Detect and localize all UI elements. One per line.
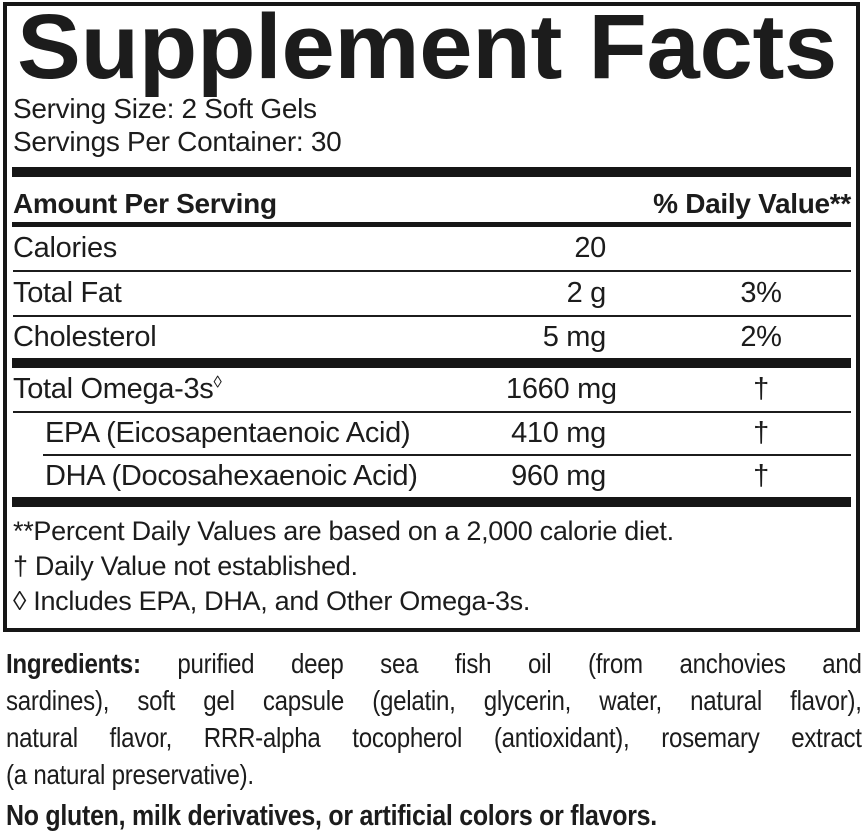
nutrient-dv: † xyxy=(753,460,769,492)
row-divider xyxy=(13,270,851,272)
nutrient-name: EPA (Eicosapentaenoic Acid) xyxy=(45,417,411,449)
servings-per-container: Servings Per Container: 30 xyxy=(13,126,342,157)
nutrient-name: Cholesterol xyxy=(13,321,157,353)
nutrient-name: DHA (Docosahexaenoic Acid) xyxy=(45,460,418,492)
nutrient-rows: Calories 20 Total Fat 2 g 3% Cholesterol… xyxy=(7,227,856,507)
facts-panel: Supplement Facts Serving Size: 2 Soft Ge… xyxy=(3,2,860,632)
nutrient-amount: 410 mg xyxy=(511,417,606,449)
medium-rule-header xyxy=(12,222,851,227)
panel-title-text: Supplement Facts xyxy=(17,6,837,98)
ingredients-line: sardines), soft gel capsule (gelatin, gl… xyxy=(6,685,862,716)
row-divider xyxy=(13,315,851,317)
nutrient-amount: 960 mg xyxy=(511,460,606,492)
nutrient-dv: † xyxy=(753,417,769,449)
thick-rule-omega-section xyxy=(12,358,851,368)
ingredients-line: (a natural preservative). xyxy=(6,759,254,790)
nutrient-dv: 2% xyxy=(740,321,782,353)
footnote-lozenge: ◊ Includes EPA, DHA, and Other Omega-3s. xyxy=(13,586,531,616)
table-row-epa: EPA (Eicosapentaenoic Acid) 410 mg † xyxy=(7,413,856,454)
thick-rule-top xyxy=(12,167,851,177)
nutrient-amount: 1660 mg xyxy=(506,373,617,405)
row-divider xyxy=(13,411,851,413)
table-row-dha: DHA (Docosahexaenoic Acid) 960 mg † xyxy=(7,456,856,497)
table-row-total-fat: Total Fat 2 g 3% xyxy=(7,272,856,315)
footnote-daily-values: **Percent Daily Values are based on a 2,… xyxy=(13,516,674,546)
nutrient-amount: 5 mg xyxy=(542,321,607,353)
ingredients-paragraph: Ingredients: purified deep sea fish oil … xyxy=(6,645,862,793)
nutrient-name-text: Total Omega-3s xyxy=(13,373,214,405)
table-row-cholesterol: Cholesterol 5 mg 2% xyxy=(7,317,856,358)
footnotes: **Percent Daily Values are based on a 2,… xyxy=(13,514,851,619)
ingredients-line: Ingredients: purified deep sea fish oil … xyxy=(6,645,862,682)
column-header-amount: Amount Per Serving xyxy=(13,188,277,219)
nutrient-name: Total Fat xyxy=(13,277,122,309)
nutrient-name: Total Omega-3s◊ xyxy=(7,373,506,406)
table-row-total-omega3: Total Omega-3s◊ 1660 mg † xyxy=(7,368,856,411)
lozenge-footnote-mark: ◊ xyxy=(213,372,222,392)
serving-size: Serving Size: 2 Soft Gels xyxy=(13,93,317,124)
thick-rule-footnotes xyxy=(12,497,851,507)
footnote-dagger: † Daily Value not established. xyxy=(13,551,358,581)
panel-title: Supplement Facts xyxy=(17,6,837,98)
table-row-calories: Calories 20 xyxy=(7,227,856,270)
nutrient-amount: 20 xyxy=(574,232,606,264)
nutrient-amount: 2 g xyxy=(566,277,607,309)
ingredients-text: purified deep sea fish oil (from anchovi… xyxy=(140,648,862,679)
ingredients-label: Ingredients: xyxy=(6,648,141,679)
nutrient-name: Calories xyxy=(13,232,117,264)
column-header-daily-value: % Daily Value** xyxy=(653,188,851,219)
ingredients-line: natural flavor, RRR-alpha tocopherol (an… xyxy=(6,722,862,753)
row-divider-indented xyxy=(43,454,851,456)
allergen-statement: No gluten, milk derivatives, or artifici… xyxy=(6,800,657,832)
nutrient-dv: † xyxy=(753,373,769,405)
nutrient-dv: 3% xyxy=(740,277,782,309)
